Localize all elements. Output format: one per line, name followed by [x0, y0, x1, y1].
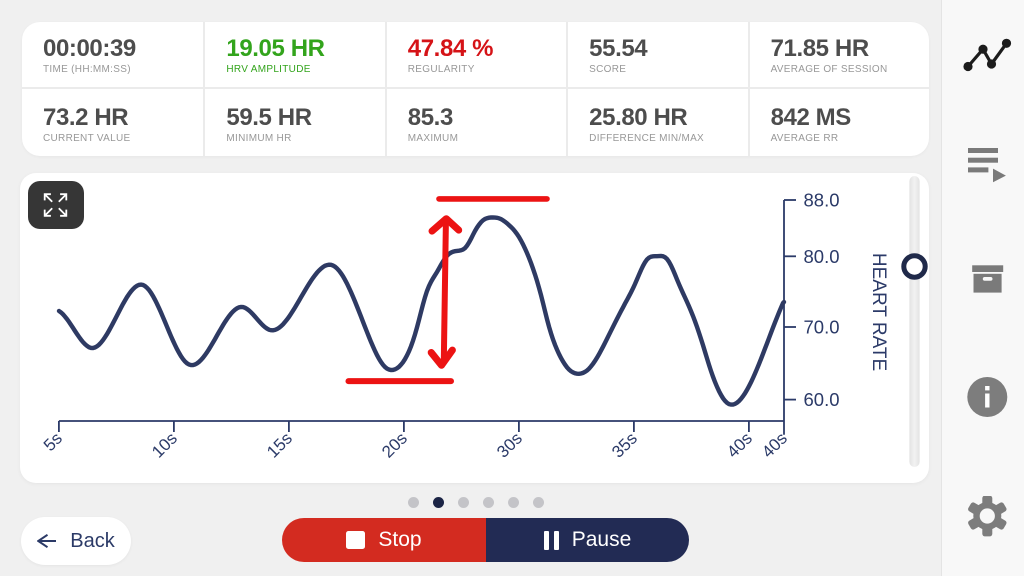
svg-text:30s: 30s: [493, 429, 526, 462]
svg-text:10s: 10s: [148, 429, 181, 462]
svg-text:40s: 40s: [723, 429, 756, 462]
svg-text:88.0: 88.0: [804, 190, 840, 211]
svg-text:60.0: 60.0: [804, 389, 840, 410]
svg-text:HEART RATE: HEART RATE: [868, 253, 889, 371]
svg-text:40s: 40s: [758, 429, 791, 462]
svg-text:35s: 35s: [608, 429, 641, 462]
svg-text:5s: 5s: [40, 429, 66, 455]
svg-text:15s: 15s: [263, 429, 296, 462]
svg-text:70.0: 70.0: [804, 317, 840, 338]
svg-text:80.0: 80.0: [804, 246, 840, 267]
svg-text:20s: 20s: [378, 429, 411, 462]
